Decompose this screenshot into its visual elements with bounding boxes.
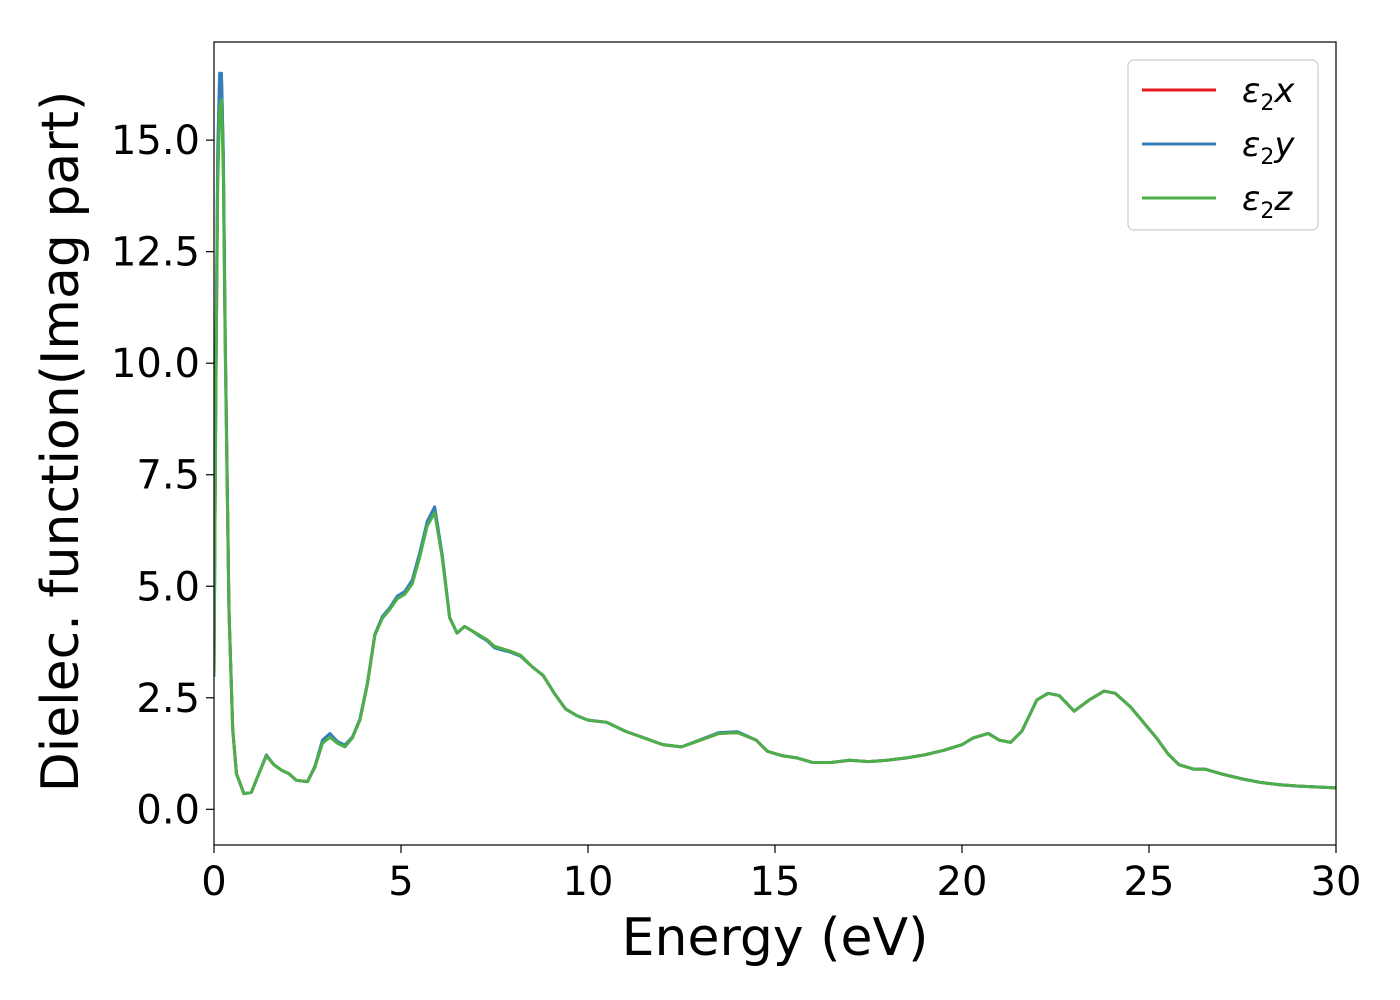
y-axis-label: Dielec. function(Imag part) <box>31 91 91 793</box>
series-line-z <box>214 98 1336 796</box>
x-tick-label: 30 <box>1311 859 1362 905</box>
y-axis-ticks: 0.0 2.5 5.0 7.5 10.0 12.5 15.0 <box>111 118 214 833</box>
series-lines <box>214 71 1336 796</box>
legend-label-x: ε2x <box>1242 71 1295 116</box>
legend-box <box>1127 59 1319 231</box>
x-tick-label: 15 <box>750 859 801 905</box>
x-tick-label: 5 <box>388 859 413 905</box>
legend-label-z: ε2z <box>1242 179 1293 224</box>
legend: ε2x ε2y ε2z <box>1127 59 1319 231</box>
y-tick-label: 7.5 <box>136 453 200 499</box>
x-axis-label: Energy (eV) <box>622 908 929 968</box>
x-tick-label: 20 <box>937 859 988 905</box>
y-tick-label: 15.0 <box>111 118 200 164</box>
y-tick-label: 12.5 <box>111 230 200 276</box>
y-tick-label: 0.0 <box>136 787 200 833</box>
legend-label-y: ε2y <box>1242 125 1295 170</box>
x-axis-ticks: 0 5 10 15 20 25 30 <box>201 845 1361 905</box>
x-tick-label: 25 <box>1124 859 1175 905</box>
y-tick-label: 10.0 <box>111 341 200 387</box>
y-tick-label: 2.5 <box>136 676 200 722</box>
x-tick-label: 0 <box>201 859 226 905</box>
y-tick-label: 5.0 <box>136 564 200 610</box>
x-tick-label: 10 <box>563 859 614 905</box>
